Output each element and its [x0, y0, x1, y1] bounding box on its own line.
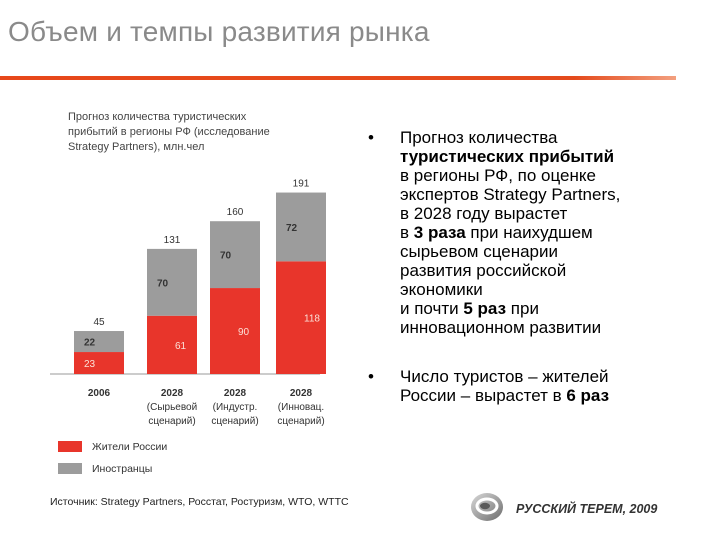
- bullet-text: Число туристов – жителей: [400, 367, 609, 386]
- chart-title-line: прибытий в регионы РФ (исследование: [68, 126, 270, 138]
- category-label: сценарий): [277, 416, 324, 427]
- bar-segment: [210, 288, 260, 374]
- data-label: 90: [238, 327, 250, 338]
- bullet-text: и почти: [400, 299, 464, 318]
- data-label: 118: [304, 314, 320, 325]
- category-label: сценарий): [211, 416, 258, 427]
- bar-segment: [210, 221, 260, 289]
- page-title: Объем и темпы развития рынка: [8, 16, 430, 47]
- bullet-text: в регионы РФ, по оценке: [400, 166, 596, 185]
- brand-footer: РУССКИЙ ТЕРЕМ, 2009: [470, 490, 710, 526]
- bullet-line: Прогноз количества: [400, 128, 664, 147]
- bullet-text: развития российской: [400, 261, 567, 280]
- bullet-line: сырьевом сценарии: [400, 242, 664, 261]
- bar-chart: Прогноз количества туристических прибытий…: [50, 111, 326, 475]
- bar-segment: [147, 248, 197, 316]
- title-divider: [0, 76, 676, 80]
- bar-segment: [74, 352, 124, 374]
- bullet-text: экспертов Strategy Partners,: [400, 185, 621, 204]
- brand-name: РУССКИЙ ТЕРЕМ, 2009: [516, 502, 658, 516]
- bar-segment: [74, 331, 124, 353]
- total-label: 131: [164, 235, 181, 246]
- category-label: (Инновац.: [278, 402, 324, 413]
- data-label: 61: [175, 341, 187, 352]
- bullet-line: в 3 раза при наихудшем: [400, 223, 664, 242]
- bullet-marker: •: [368, 128, 374, 147]
- bullet-marker: •: [368, 367, 374, 386]
- bullet-emphasis: 5 раз: [463, 299, 507, 318]
- total-label: 191: [293, 179, 310, 190]
- legend-label: Иностранцы: [92, 463, 152, 475]
- data-label: 72: [286, 223, 298, 234]
- bullet-line: в 2028 году вырастет: [400, 204, 664, 223]
- chart-title-line: Прогноз количества туристических: [68, 111, 247, 123]
- bar-segment: [147, 315, 197, 374]
- bullet-text: экономики: [400, 280, 483, 299]
- bullet-line: Число туристов – жителей: [400, 367, 664, 386]
- bullet-item: • Прогноз количества туристических прибыти…: [364, 128, 664, 337]
- data-label: 23: [84, 359, 96, 370]
- data-label: 70: [220, 251, 232, 262]
- bullet-emphasis: 6 раз: [566, 386, 610, 405]
- source-note: Источник: Strategy Partners, Росстат, Ро…: [50, 496, 349, 508]
- category-label: 2006: [88, 388, 111, 399]
- category-label: (Индустр.: [213, 402, 258, 413]
- legend-swatch: [58, 441, 82, 452]
- bullet-text: в: [400, 223, 414, 242]
- bullet-line: и почти 5 раз при: [400, 299, 664, 318]
- bullet-text: Прогноз количества: [400, 128, 558, 147]
- bullet-line: туристических прибытий: [400, 147, 664, 166]
- bullet-text: в 2028 году вырастет: [400, 204, 568, 223]
- bullet-text: инновационном развитии: [400, 318, 602, 337]
- legend-label: Жители России: [92, 441, 167, 453]
- bullet-line: развития российской: [400, 261, 664, 280]
- chart: Прогноз количества туристических прибытий…: [50, 106, 330, 486]
- total-label: 160: [227, 207, 244, 218]
- bullet-emphasis: 3 раза: [413, 223, 466, 242]
- legend-swatch: [58, 463, 82, 474]
- bullet-list: • Прогноз количества туристических прибыти…: [364, 128, 664, 405]
- bullet-text: сырьевом сценарии: [400, 242, 558, 261]
- bullet-line: экспертов Strategy Partners,: [400, 185, 664, 204]
- bullet-line: инновационном развитии: [400, 318, 664, 337]
- bullet-text: России – вырастет в: [400, 386, 567, 405]
- bar-segment: [276, 192, 326, 262]
- total-label: 45: [93, 317, 105, 328]
- bullet-emphasis: туристических прибытий: [400, 147, 615, 166]
- bullet-line: России – вырастет в 6 раз: [400, 386, 664, 405]
- bullet-item: • Число туристов – жителей России – выраст…: [364, 367, 664, 405]
- data-label: 22: [84, 338, 96, 349]
- category-label: сценарий): [148, 416, 195, 427]
- category-label: (Сырьевой: [147, 402, 197, 413]
- bullet-line: экономики: [400, 280, 664, 299]
- bullet-line: в регионы РФ, по оценке: [400, 166, 664, 185]
- bar-segment: [276, 261, 326, 374]
- category-label: 2028: [290, 388, 313, 399]
- bullet-text: при: [506, 299, 539, 318]
- data-label: 70: [157, 278, 169, 289]
- category-label: 2028: [224, 388, 247, 399]
- chart-title-line: Strategy Partners), млн.чел: [68, 141, 204, 153]
- bullet-text: при наихудшем: [465, 223, 593, 242]
- category-label: 2028: [161, 388, 184, 399]
- swirl-logo-icon: [471, 493, 503, 521]
